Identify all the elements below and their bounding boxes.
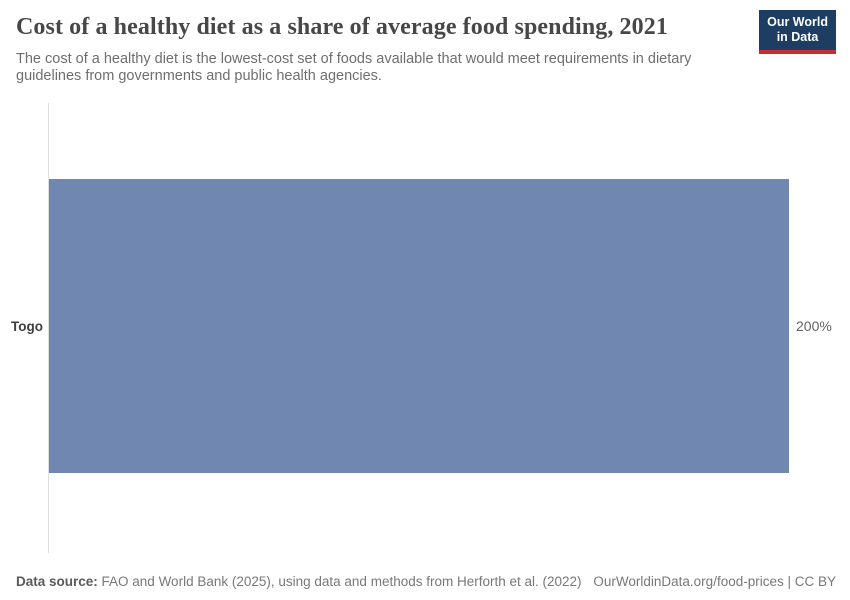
data-source-text: FAO and World Bank (2025), using data an… xyxy=(97,574,582,589)
bar-row: 200% xyxy=(49,179,850,473)
owid-logo-line1: Our World xyxy=(767,15,828,29)
y-axis-line xyxy=(48,103,49,553)
bar[interactable] xyxy=(49,179,789,473)
chart-subtitle: The cost of a healthy diet is the lowest… xyxy=(16,51,692,84)
owid-logo-line2: in Data xyxy=(776,30,819,45)
entity-label: Togo xyxy=(11,318,43,334)
bar-chart: Togo 200% xyxy=(0,103,850,553)
page-title: Cost of a healthy diet as a share of ave… xyxy=(16,14,668,40)
data-source-note: Data source: FAO and World Bank (2025), … xyxy=(16,574,582,589)
data-source-label: Data source: xyxy=(16,574,98,589)
footer: Data source: FAO and World Bank (2025), … xyxy=(16,574,836,589)
value-label: 200% xyxy=(796,318,832,334)
owid-logo[interactable]: Our World in Data xyxy=(759,10,836,54)
footer-link[interactable]: OurWorldinData.org/food-prices | CC BY xyxy=(593,574,836,589)
